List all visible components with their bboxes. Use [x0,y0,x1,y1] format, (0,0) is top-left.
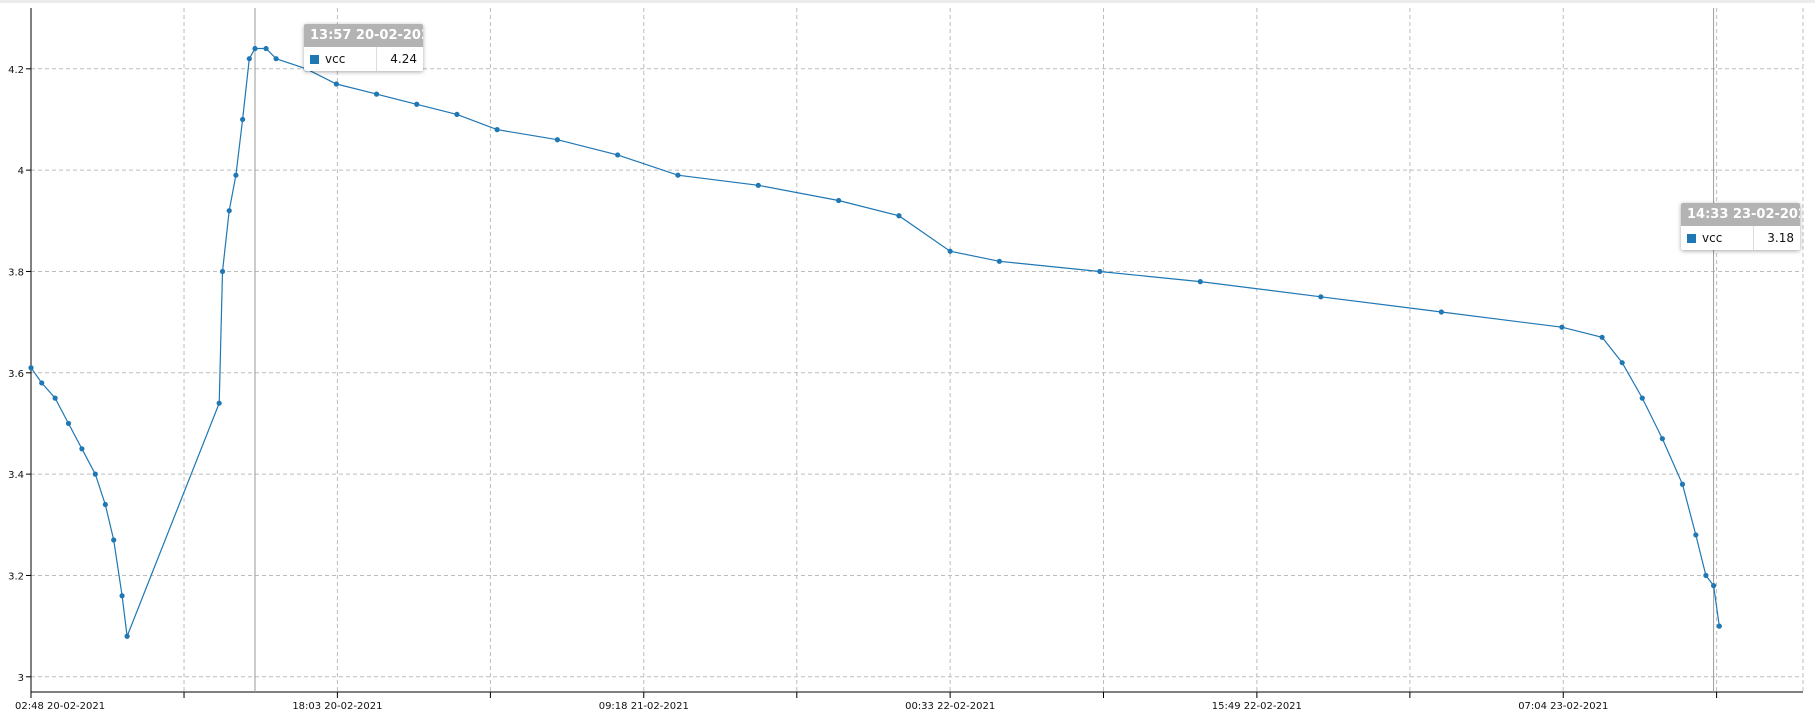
data-point[interactable] [414,101,420,107]
data-point[interactable] [1679,481,1686,487]
tooltip-value: 3.18 [1753,226,1800,250]
top-border [0,0,1815,3]
data-point[interactable] [1097,268,1103,275]
data-point[interactable] [554,137,560,143]
data-point[interactable] [755,182,761,188]
tooltip-time: 13:57 20-02-2021 [304,24,423,47]
data-point[interactable] [1716,623,1722,629]
data-point[interactable] [219,268,226,275]
data-point[interactable] [615,152,621,158]
data-point[interactable] [996,258,1002,264]
data-point[interactable] [373,91,380,97]
y-tick-label: 3.8 [8,267,24,278]
gridlines [30,8,1804,692]
data-point[interactable] [1703,572,1709,579]
y-tick-label: 3.2 [8,571,24,582]
data-point[interactable] [111,537,117,543]
tooltip-end: 14:33 23-02-2021 vcc 3.18 [1681,203,1800,250]
data-point[interactable] [52,395,58,401]
data-point[interactable] [1693,532,1699,538]
data-point[interactable] [39,380,45,386]
data-point[interactable] [1559,324,1565,330]
x-tick-label: 00:33 22-02-2021 [905,701,995,712]
tooltip-value: 4.24 [376,47,423,71]
data-point[interactable] [252,45,258,52]
x-tick-label: 07:04 23-02-2021 [1518,701,1608,712]
data-point[interactable] [263,45,269,52]
y-tick-label: 3.6 [8,369,24,380]
data-point[interactable] [1639,395,1645,401]
data-point[interactable] [1438,309,1444,315]
data-point[interactable] [28,365,34,371]
data-point[interactable] [333,81,339,87]
data-point[interactable] [494,127,500,133]
y-tick-label: 4.2 [8,65,24,76]
series-vcc[interactable] [28,45,1722,639]
y-tick-label: 4 [18,166,24,177]
data-point[interactable] [947,248,953,254]
tooltip-series-name: vcc [1702,231,1723,245]
axes: 3 3.2 3.4 3.6 3.8 4 4.2 02:48 20-02-2021 18:03 2… [8,8,1803,712]
x-tick-label: 09:18 21-02-2021 [599,701,689,712]
data-point[interactable] [1659,436,1665,442]
data-point[interactable] [102,501,108,508]
data-point[interactable] [675,172,681,178]
data-point[interactable] [92,471,98,477]
tooltip-series-name: vcc [325,52,346,66]
tooltip-time: 14:33 23-02-2021 [1681,203,1800,226]
data-point[interactable] [896,213,902,219]
y-tick-label: 3.4 [8,470,24,481]
data-point[interactable] [1710,583,1717,589]
data-point[interactable] [246,56,252,62]
data-point[interactable] [1619,360,1625,366]
x-tick-label: 02:48 20-02-2021 [15,701,105,712]
data-point[interactable] [226,208,232,214]
hover-lines [254,8,1715,692]
x-tick-label: 18:03 20-02-2021 [292,701,382,712]
data-point[interactable] [454,111,460,117]
series-line-vcc[interactable] [30,47,1720,637]
y-tick-label: 3 [18,673,24,684]
series-swatch [1687,233,1696,243]
data-point[interactable] [1599,334,1605,340]
data-point[interactable] [124,633,130,639]
data-point[interactable] [836,197,842,204]
data-point[interactable] [119,593,125,599]
tooltip-start: 13:57 20-02-2021 vcc 4.24 [304,24,423,71]
data-point[interactable] [1197,279,1203,285]
x-tick-label: 15:49 22-02-2021 [1212,701,1302,712]
data-point[interactable] [233,172,239,178]
data-point[interactable] [273,56,279,62]
data-point[interactable] [216,400,222,406]
data-point[interactable] [1318,294,1324,300]
data-point[interactable] [65,420,72,427]
data-point[interactable] [79,446,85,452]
series-swatch [310,54,319,64]
data-point[interactable] [240,116,246,123]
